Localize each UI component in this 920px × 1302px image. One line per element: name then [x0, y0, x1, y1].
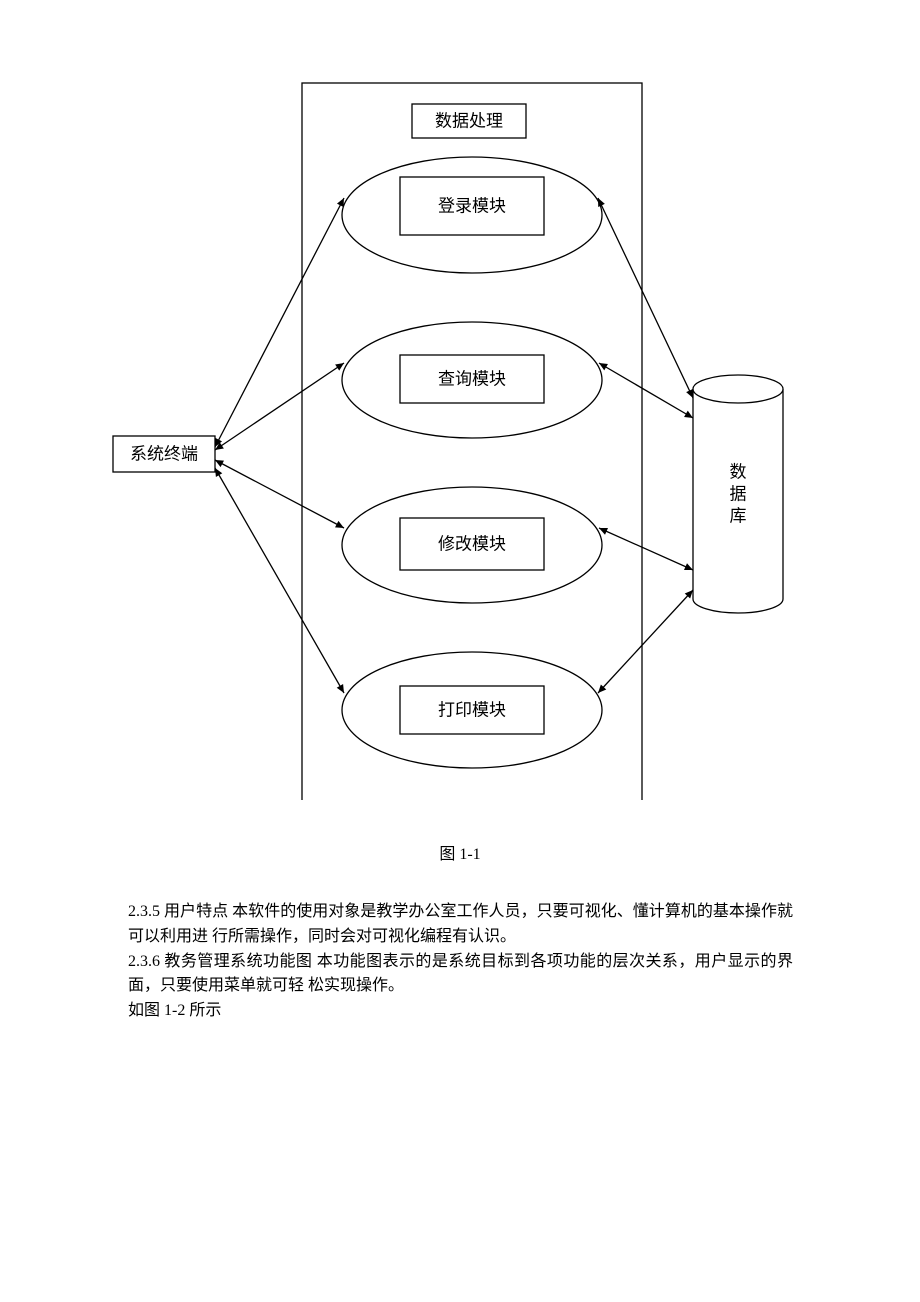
paragraph-236: 2.3.6 教务管理系统功能图 本功能图表示的是系统目标到各项功能的层次关系，用… — [128, 950, 793, 1000]
body-text: 2.3.5 用户特点 本软件的使用对象是教学办公室工作人员，只要可视化、懂计算机… — [128, 900, 793, 1024]
diagram-svg: 数据处理登录模块查询模块修改模块打印模块 系统终端数据库 — [0, 0, 920, 800]
svg-text:数: 数 — [730, 463, 747, 482]
svg-text:据: 据 — [730, 485, 747, 504]
paragraph-ref: 如图 1-2 所示 — [128, 999, 793, 1024]
svg-text:系统终端: 系统终端 — [130, 445, 198, 464]
system-diagram: 数据处理登录模块查询模块修改模块打印模块 系统终端数据库 — [0, 0, 920, 800]
document-page: 数据处理登录模块查询模块修改模块打印模块 系统终端数据库 图 1-1 2.3.5 … — [0, 0, 920, 1302]
figure-caption: 图 1-1 — [0, 840, 920, 864]
svg-text:打印模块: 打印模块 — [438, 701, 506, 720]
svg-text:数据处理: 数据处理 — [435, 112, 503, 131]
svg-text:修改模块: 修改模块 — [438, 535, 506, 554]
svg-text:库: 库 — [730, 507, 747, 526]
svg-text:查询模块: 查询模块 — [438, 370, 506, 389]
svg-text:登录模块: 登录模块 — [438, 197, 506, 216]
paragraph-235: 2.3.5 用户特点 本软件的使用对象是教学办公室工作人员，只要可视化、懂计算机… — [128, 900, 793, 950]
